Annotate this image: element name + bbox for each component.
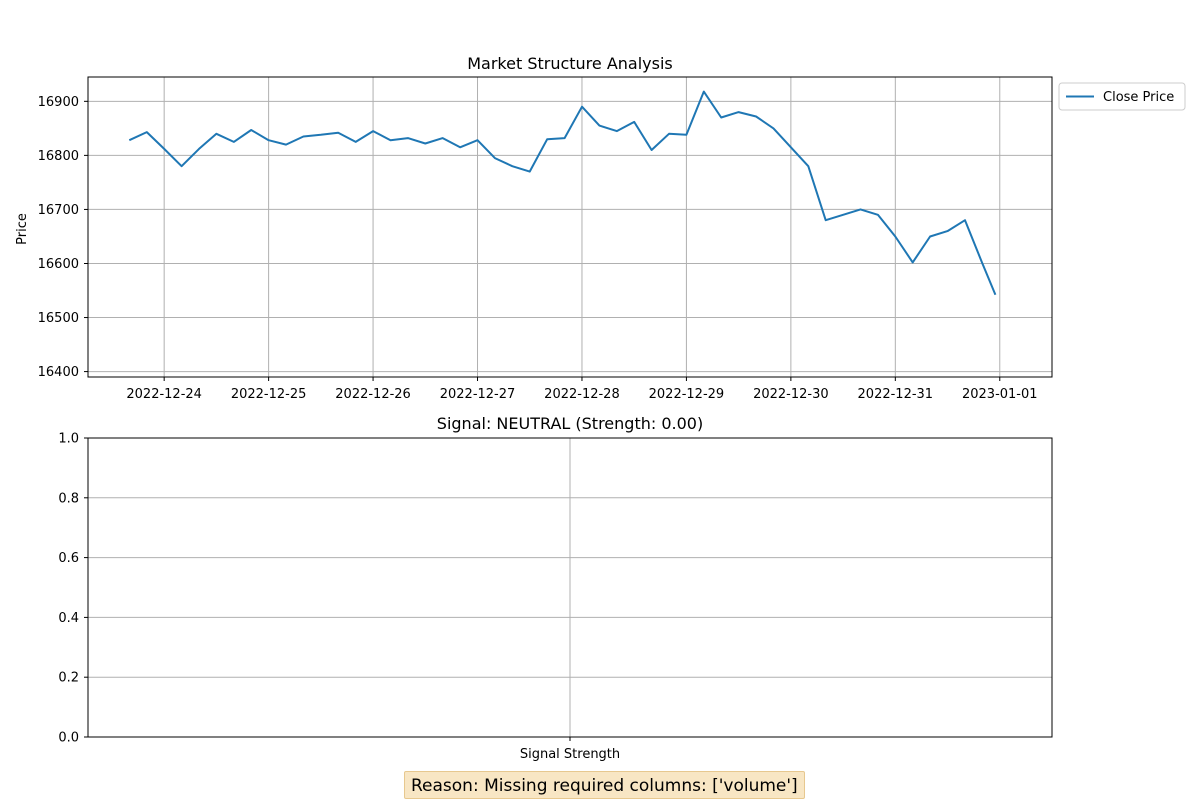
series-line-close-price bbox=[128, 90, 997, 296]
signal-x-axis: Signal Strength bbox=[520, 737, 620, 762]
signal-y-tick-label: 0.0 bbox=[58, 731, 79, 746]
legend-label-close-price: Close Price bbox=[1103, 90, 1174, 105]
signal-y-tick-label: 0.8 bbox=[58, 491, 79, 506]
signal-y-axis: 0.0 0.2 0.4 0.6 0.8 1.0 bbox=[58, 432, 88, 746]
price-y-axis: 16400 16500 16600 16700 16800 16900 bbox=[38, 95, 88, 380]
price-x-tick-label: 2023-01-01 bbox=[962, 387, 1038, 402]
price-x-tick-label: 2022-12-24 bbox=[126, 387, 202, 402]
signal-y-tick-label: 0.4 bbox=[58, 611, 79, 626]
price-x-tick-label: 2022-12-29 bbox=[649, 387, 725, 402]
price-x-tick-label: 2022-12-30 bbox=[753, 387, 829, 402]
price-x-tick-label: 2022-12-31 bbox=[858, 387, 934, 402]
price-y-tick-label: 16800 bbox=[38, 149, 79, 164]
signal-plot-frame bbox=[87, 437, 1053, 738]
price-legend: Close Price bbox=[1058, 82, 1186, 111]
signal-x-tick-label: Signal Strength bbox=[520, 747, 620, 762]
price-x-tick-label: 2022-12-25 bbox=[231, 387, 307, 402]
legend-box bbox=[1058, 82, 1186, 111]
signal-y-tick-label: 1.0 bbox=[58, 432, 79, 447]
price-series bbox=[128, 90, 997, 296]
price-x-tick-label: 2022-12-26 bbox=[335, 387, 411, 402]
price-y-tick-label: 16500 bbox=[38, 311, 79, 326]
signal-chart: 0.0 0.2 0.4 0.6 0.8 1.0 Signal Strength Signa… bbox=[58, 414, 1053, 762]
price-plot-frame bbox=[87, 76, 1053, 378]
price-y-tick-label: 16700 bbox=[38, 203, 79, 218]
price-y-axis-label: Price bbox=[15, 213, 30, 245]
price-grid bbox=[88, 77, 1052, 377]
signal-chart-title: Signal: NEUTRAL (Strength: 0.00) bbox=[437, 414, 703, 433]
price-y-tick-label: 16900 bbox=[38, 95, 79, 110]
price-x-tick-label: 2022-12-28 bbox=[544, 387, 620, 402]
price-chart-title: Market Structure Analysis bbox=[467, 54, 673, 73]
price-x-axis: 2022-12-24 2022-12-25 2022-12-26 2022-12-27… bbox=[126, 377, 1038, 402]
signal-y-tick-label: 0.2 bbox=[58, 671, 79, 686]
price-chart: 2022-12-24 2022-12-25 2022-12-26 2022-12-27… bbox=[15, 54, 1186, 402]
price-y-tick-label: 16600 bbox=[38, 257, 79, 272]
reason-annotation: Reason: Missing required columns: ['volu… bbox=[404, 771, 805, 799]
signal-y-tick-label: 0.6 bbox=[58, 551, 79, 566]
price-y-tick-label: 16400 bbox=[38, 365, 79, 380]
price-x-tick-label: 2022-12-27 bbox=[440, 387, 516, 402]
price-plot-area bbox=[88, 77, 1052, 377]
